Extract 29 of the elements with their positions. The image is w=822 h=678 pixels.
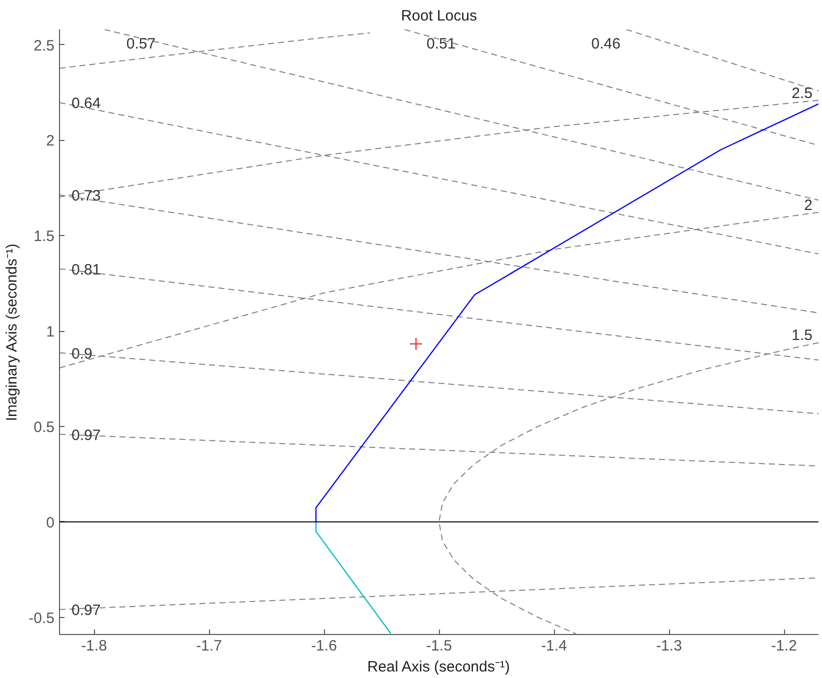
y-tick-label: 0.5 — [34, 418, 55, 436]
series-label: 0.73 — [72, 187, 101, 204]
x-tick-label: -1.8 — [81, 638, 107, 654]
x-tick-label: -1.5 — [426, 638, 452, 654]
chart-title: Root Locus — [401, 8, 477, 24]
x-tick-label: -1.2 — [771, 638, 797, 654]
series-label: 0.97 — [72, 602, 101, 619]
x-tick-label: -1.7 — [196, 638, 222, 654]
y-axis-title: Imaginary Axis (seconds⁻¹) — [4, 244, 21, 422]
y-tick-label: 2 — [46, 132, 54, 150]
x-tick-label: -1.3 — [656, 638, 682, 654]
x-tick-label: -1.6 — [311, 638, 337, 654]
series-label: 0.9 — [72, 345, 92, 362]
series-label: 0.46 — [591, 36, 620, 52]
series-label: 0.81 — [72, 261, 101, 278]
y-tick-label: 1.5 — [34, 228, 55, 246]
series-label: 1.5 — [792, 327, 813, 344]
series-label: 2.5 — [792, 84, 813, 102]
x-axis-title: Real Axis (seconds⁻¹) — [367, 658, 510, 676]
x-tick-label: -1.4 — [541, 638, 567, 654]
y-tick-label: 2.5 — [34, 37, 55, 54]
y-tick-label: 0 — [46, 514, 54, 532]
series-label: 0.57 — [126, 36, 156, 52]
y-tick-label: -0.5 — [28, 610, 55, 627]
series-label: 0.64 — [72, 95, 101, 112]
series-label: 0.51 — [426, 36, 456, 52]
y-tick-label: 1 — [46, 324, 54, 341]
series-label: 0.97 — [72, 426, 101, 444]
series-label: 2 — [804, 196, 812, 214]
